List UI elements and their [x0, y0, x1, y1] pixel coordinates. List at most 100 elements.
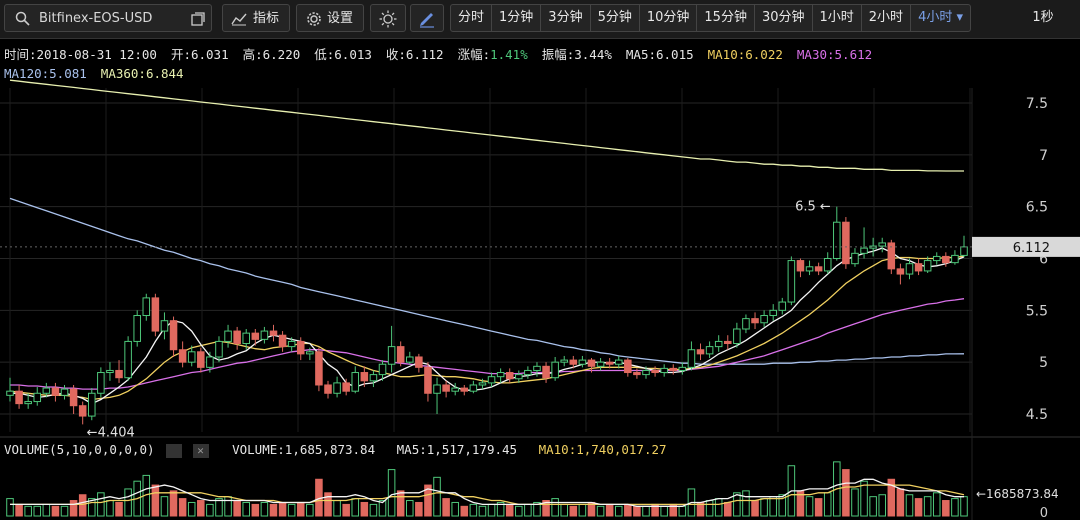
volume-bar-37	[342, 503, 350, 517]
theme-toggle-button[interactable]	[370, 4, 406, 32]
sun-icon	[379, 10, 397, 28]
volume-bar-51	[469, 503, 478, 517]
volume-bar-84	[769, 496, 777, 517]
compare-icon[interactable]	[191, 12, 205, 26]
volume-settings-icon[interactable]	[166, 443, 183, 458]
candle-body-48	[442, 384, 450, 392]
candle-body-36	[333, 382, 341, 394]
candle-body-42	[387, 346, 396, 365]
candle-body-97	[887, 242, 896, 270]
volume-bar-97	[887, 478, 896, 517]
volume-bar-25	[233, 500, 241, 517]
candle-body-34	[315, 351, 323, 386]
ma120-line	[9, 197, 965, 365]
volume-bar-103	[942, 500, 950, 517]
volume-close-icon[interactable]: ✕	[192, 443, 209, 458]
info-ma10: MA10:6.022	[707, 47, 783, 62]
volume-info-row: VOLUME(5,10,0,0,0,0) ✕ VOLUME:1,685,873.…	[4, 442, 667, 458]
timeframe-2[interactable]: 3分钟	[541, 5, 591, 31]
candle-body-37	[342, 382, 350, 392]
volume-bar-55	[505, 503, 514, 517]
candle-body-65	[596, 361, 605, 367]
candle-body-68	[624, 359, 632, 374]
refresh-label: 1秒	[1032, 10, 1054, 25]
volume-bar-58	[533, 501, 541, 517]
candle-body-39	[360, 372, 369, 382]
candle-body-15	[142, 297, 151, 317]
candle-body-21	[197, 351, 205, 368]
info-ma30: MA30:5.612	[796, 47, 873, 62]
volume-bar-104	[951, 498, 959, 517]
draw-tool-button[interactable]	[410, 4, 444, 32]
timeframe-7[interactable]: 1小时	[813, 5, 862, 31]
candle-body-59	[542, 365, 550, 379]
volume-bar-31	[287, 503, 296, 517]
volume-bar-50	[460, 505, 469, 517]
candle-body-93	[851, 252, 859, 265]
candle-body-103	[942, 255, 950, 264]
volume-bar-93	[851, 488, 859, 517]
volume-bar-52	[478, 505, 487, 517]
timeframe-3[interactable]: 5分钟	[591, 5, 640, 31]
info-low: 低:6.013	[314, 47, 372, 62]
volume-bar-18	[169, 490, 178, 517]
volume-bar-48	[442, 498, 450, 517]
volume-bar-98	[896, 488, 905, 517]
volume-bar-99	[905, 494, 914, 517]
timeframe-8[interactable]: 2小时	[862, 5, 912, 31]
volume-bar-68	[624, 503, 632, 517]
candle-body-62	[569, 359, 578, 365]
info-high: 高:6.220	[242, 47, 301, 62]
current-price-tag	[972, 236, 1080, 257]
y-tick-label-2: 5.5	[1026, 303, 1048, 319]
symbol-selector[interactable]: Bitfinex-EOS-USD	[4, 4, 212, 32]
volume-bar-105	[960, 496, 968, 517]
volume-bar-83	[760, 498, 768, 517]
timeframe-5[interactable]: 15分钟	[697, 5, 755, 31]
candle-body-102	[932, 255, 941, 262]
candle-body-50	[460, 387, 469, 392]
volume-bar-79	[724, 501, 732, 517]
timeframe-0[interactable]: 分时	[451, 5, 493, 31]
volume-bar-33	[306, 503, 314, 517]
volume-bar-61	[560, 503, 568, 517]
toolbar: Bitfinex-EOS-USD 指标 设置 分时 1分钟 3分钟 5分钟 10分钟 15…	[0, 0, 1080, 39]
candle-body-85	[778, 301, 787, 311]
info-open: 开:6.031	[170, 47, 229, 62]
timeframe-9[interactable]: 4小时 ▾	[918, 10, 963, 25]
candle-body-14	[133, 315, 141, 342]
candle-body-53	[487, 376, 496, 384]
candle-body-3	[33, 392, 42, 403]
volume-bar-96	[878, 494, 886, 517]
volume-ma10: MA10:1,740,017.27	[538, 442, 667, 457]
indicator-button[interactable]: 指标	[222, 4, 290, 32]
candle-body-81	[742, 318, 750, 330]
volume-bar-92	[842, 469, 850, 517]
refresh-interval[interactable]: 1秒	[1012, 4, 1074, 32]
volume-bar-53	[487, 503, 496, 517]
volume-bar-16	[151, 484, 160, 517]
candle-body-29	[269, 330, 278, 336]
volume-bar-62	[569, 505, 578, 517]
volume-bar-59	[542, 500, 550, 517]
timeframe-6[interactable]: 30分钟	[755, 5, 813, 31]
candle-body-80	[733, 328, 741, 345]
timeframe-group: 分时 1分钟 3分钟 5分钟 10分钟 15分钟 30分钟 1小时 2小时 4小时 ▾	[450, 4, 971, 32]
volume-bar-65	[596, 505, 605, 517]
candle-body-43	[396, 346, 405, 363]
volume-bar-46	[424, 484, 432, 517]
timeframe-1[interactable]: 1分钟	[492, 5, 542, 31]
timeframe-4[interactable]: 10分钟	[640, 5, 698, 31]
volume-bar-44	[406, 500, 414, 517]
candle-body-83	[760, 315, 768, 324]
settings-button[interactable]: 设置	[296, 4, 364, 32]
volume-bar-42	[387, 469, 396, 517]
volume-bar-63	[578, 503, 587, 517]
candle-body-61	[560, 359, 568, 363]
volume-bar-11	[106, 500, 114, 517]
candle-body-49	[451, 387, 459, 392]
volume-bar-6	[60, 505, 69, 517]
candle-body-91	[833, 221, 841, 259]
candle-body-69	[633, 372, 641, 376]
